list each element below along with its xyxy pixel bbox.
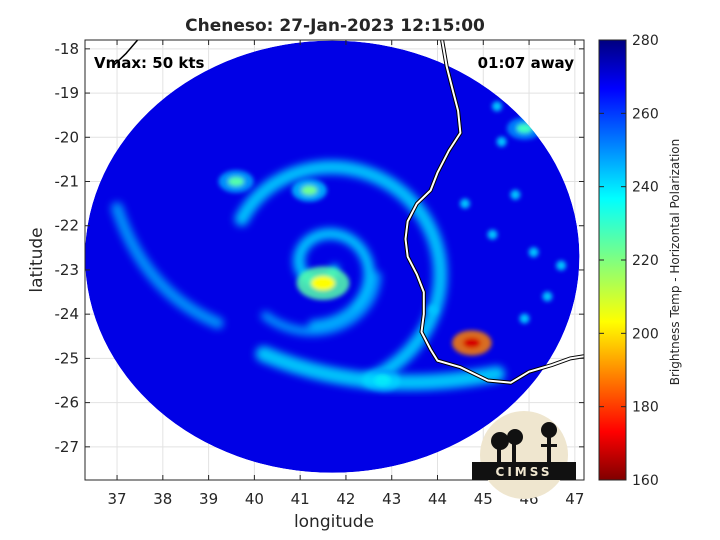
y-tick-label: -19 — [55, 84, 80, 102]
convective-feature — [301, 185, 318, 196]
x-axis-label: longitude — [294, 512, 374, 532]
x-tick-label: 42 — [336, 490, 355, 508]
convective-feature — [311, 276, 336, 291]
colorbar-tick-label: 280 — [632, 33, 659, 49]
swath — [85, 40, 580, 473]
plot-frame — [84, 39, 585, 481]
x-tick-label: 39 — [199, 490, 218, 508]
y-tick-label: -27 — [55, 438, 80, 456]
colorbar-tick-label: 180 — [632, 400, 659, 416]
x-tick-label: 40 — [245, 490, 264, 508]
coastline-highlight — [404, 40, 584, 384]
colorbar-tick-label: 240 — [632, 180, 659, 196]
x-tick-label: 44 — [428, 490, 447, 508]
chart-title: Cheneso: 27-Jan-2023 12:15:00 — [185, 16, 485, 36]
colorbar-tick-label: 220 — [632, 253, 659, 269]
x-axis-ticks: 37 38 39 40 41 42 43 44 45 46 47 — [107, 40, 584, 508]
x-tick-label: 43 — [382, 490, 401, 508]
swath-background — [85, 40, 580, 473]
x-tick-label: 45 — [474, 490, 493, 508]
y-tick-label: -21 — [55, 173, 80, 191]
x-tick-label: 41 — [291, 490, 310, 508]
vmax-annotation: Vmax: 50 kts — [94, 54, 204, 72]
y-tick-label: -25 — [55, 349, 80, 367]
cimss-logo-text: CIMSS — [496, 465, 553, 479]
y-tick-label: -22 — [55, 217, 80, 235]
x-tick-label: 37 — [107, 490, 126, 508]
y-axis-ticks: -18 -19 -20 -21 -22 -23 -24 -25 -26 -27 — [55, 40, 584, 456]
x-tick-label: 47 — [565, 490, 584, 508]
x-tick-label: 38 — [153, 490, 172, 508]
y-tick-label: -18 — [55, 40, 80, 58]
coastline-northwest — [111, 40, 139, 68]
convective-feature — [516, 123, 533, 134]
convective-feature — [228, 176, 245, 187]
colorbar-label: Brightness Temp - Horizontal Polarizatio… — [668, 139, 682, 386]
y-tick-label: -24 — [55, 305, 80, 323]
convective-feature — [462, 337, 481, 349]
y-tick-label: -23 — [55, 261, 80, 279]
colorbar-tick-label: 160 — [632, 473, 659, 489]
y-axis-label: latitude — [27, 227, 47, 292]
colorbar-tick-label: 200 — [632, 326, 659, 342]
y-tick-label: -26 — [55, 394, 80, 412]
y-tick-label: -20 — [55, 128, 80, 146]
colorbar-ticks: 280 260 240 220 200 180 160 — [599, 33, 659, 489]
cimss-logo: CIMSS — [472, 411, 576, 499]
colorbar-tick-label: 260 — [632, 106, 659, 122]
time-away-annotation: 01:07 away — [478, 54, 575, 72]
